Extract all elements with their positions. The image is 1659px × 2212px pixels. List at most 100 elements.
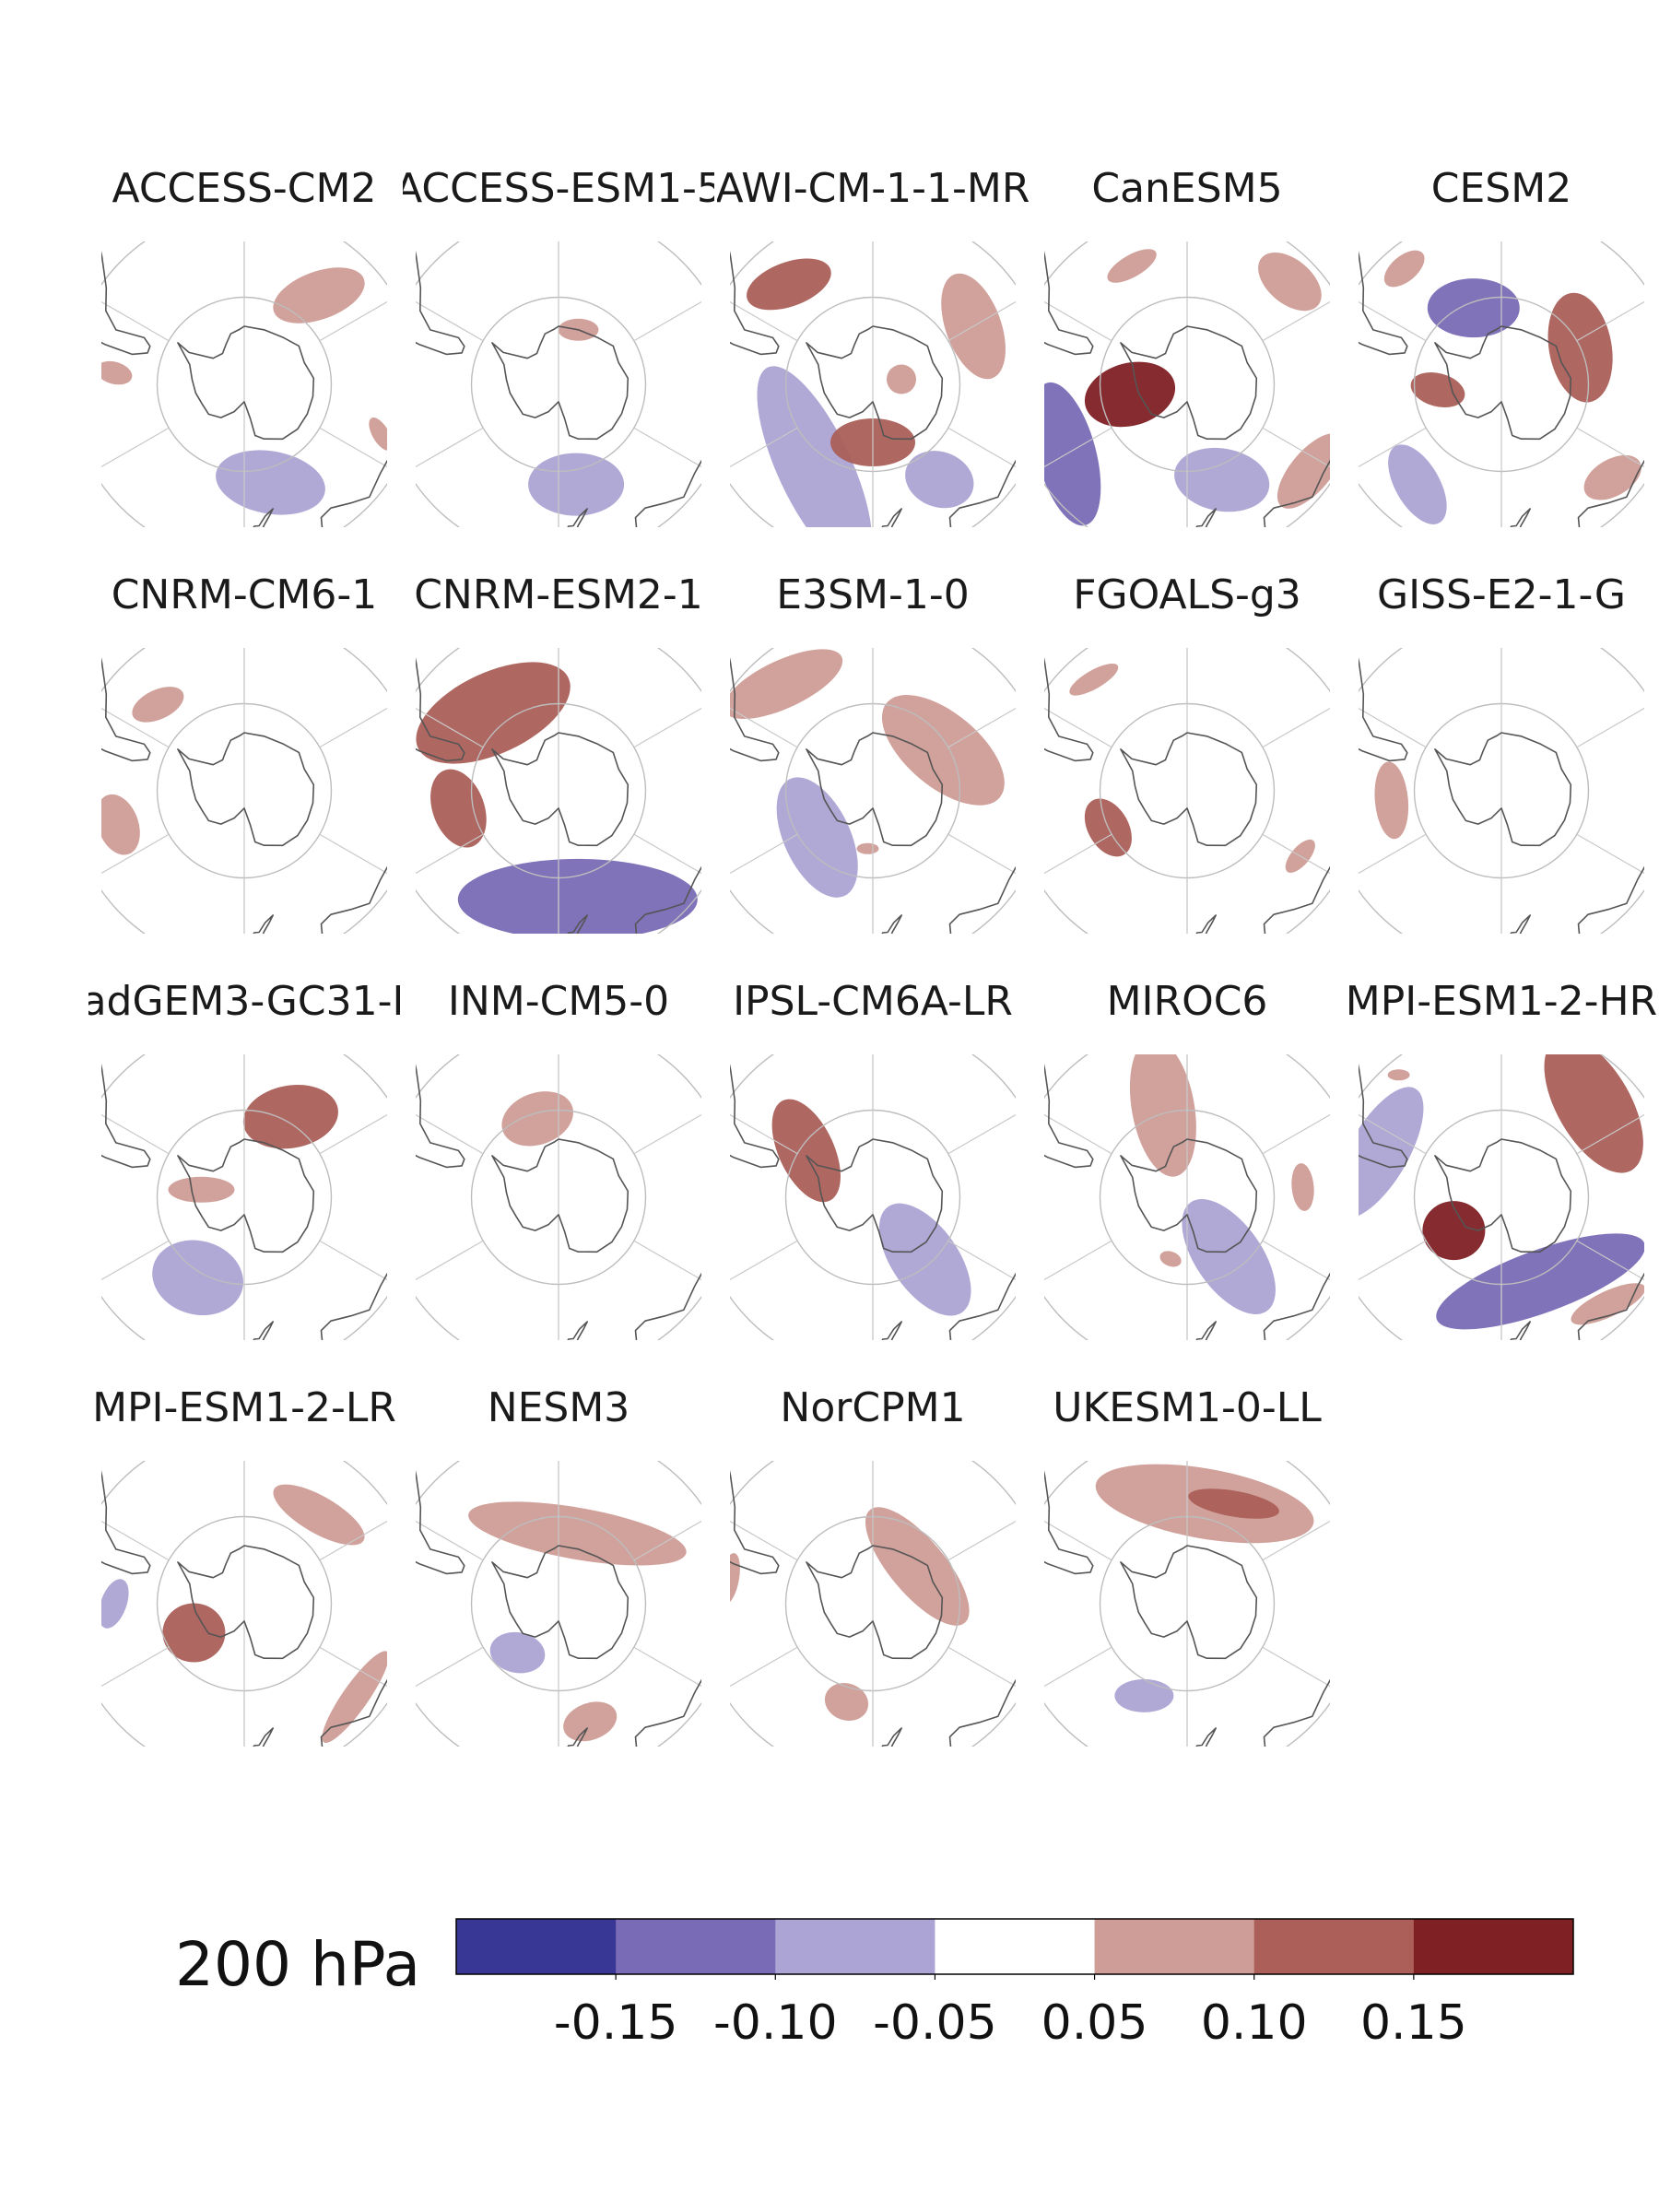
anomaly-contour — [1107, 249, 1157, 283]
anomaly-contour — [468, 1501, 687, 1566]
coastline — [948, 865, 1016, 934]
colorbar-segment — [935, 1919, 1096, 1974]
coastline — [101, 1064, 151, 1169]
map-panel: E3SM-1-0 — [730, 571, 1016, 934]
anomaly-contour — [132, 687, 184, 723]
panel-title: INM-CM5-0 — [448, 978, 669, 1025]
colorbar-tick-label: 0.15 — [1360, 1995, 1467, 2051]
panel-title: NorCPM1 — [780, 1384, 965, 1431]
map-body — [730, 1461, 1016, 1747]
panel-title: ACCESS-CM2 — [112, 165, 377, 212]
meridian-line — [319, 707, 387, 748]
meridian-line — [319, 1646, 387, 1688]
map-body — [101, 648, 387, 934]
anomaly-contour — [730, 1553, 740, 1605]
anomaly-contour — [457, 858, 698, 934]
coastline — [101, 251, 151, 356]
anomaly-contour — [1594, 807, 1606, 827]
anomaly-contour — [905, 451, 974, 509]
colorbar-tick-label: 0.05 — [1041, 1995, 1148, 2051]
coastline — [1434, 732, 1572, 847]
colorbar-tick-label: 0.10 — [1201, 1995, 1308, 2051]
anomaly-contour — [1359, 1087, 1424, 1218]
meridian-line — [101, 1240, 170, 1281]
meridian-line — [1044, 707, 1112, 748]
panel-title: MIROC6 — [1107, 978, 1268, 1025]
map-body — [1359, 1054, 1644, 1340]
coastline — [1263, 1272, 1330, 1340]
map-panel: CNRM-CM6-1 — [101, 571, 387, 934]
meridian-line — [633, 1646, 701, 1688]
coastline — [806, 325, 944, 441]
panel-title: IPSL-CM6A-LR — [733, 978, 1013, 1025]
anomaly-contour — [1188, 1488, 1279, 1519]
anomaly-contour — [170, 1077, 189, 1091]
coastline — [948, 1272, 1016, 1340]
map-body — [1044, 1461, 1330, 1747]
anomaly-contour — [1356, 781, 1366, 800]
coastline — [806, 1138, 944, 1253]
anomaly-contour — [1030, 1245, 1044, 1268]
meridian-line — [1576, 833, 1644, 875]
meridian-line — [416, 1113, 484, 1155]
meridian-line — [947, 1113, 1016, 1155]
anomaly-contour — [101, 794, 140, 855]
anomaly-contour — [757, 366, 873, 527]
coastline — [177, 732, 315, 847]
coastline — [491, 1138, 629, 1253]
meridian-line — [416, 1646, 484, 1688]
map-panel: MPI-ESM1-2-HR — [1346, 978, 1657, 1340]
map-body — [730, 1054, 1044, 1340]
colorbar-tick-label: -0.05 — [873, 1995, 997, 2051]
coastline — [1359, 251, 1408, 356]
coastline — [416, 1064, 465, 1169]
meridian-line — [947, 1520, 1016, 1561]
anomaly-contour — [1374, 761, 1409, 840]
coastline — [1510, 914, 1531, 934]
meridian-line — [1576, 427, 1644, 468]
meridian-line — [947, 300, 1016, 342]
anomaly-contour — [887, 364, 916, 394]
meridian-line — [101, 1113, 170, 1155]
colorbar-segment — [1253, 1919, 1415, 1974]
coastline — [416, 657, 465, 762]
coastline — [1263, 459, 1330, 527]
anomaly-contour — [1387, 1069, 1410, 1081]
anomaly-contour — [1422, 1201, 1486, 1261]
panel-title: FGOALS-g3 — [1073, 571, 1301, 618]
map-body — [416, 1461, 701, 1747]
meridian-line — [319, 300, 387, 342]
latitude-circle — [1359, 241, 1644, 527]
meridian-line — [416, 833, 484, 875]
coastline — [491, 1545, 629, 1660]
anomaly-contour — [1084, 1661, 1306, 1732]
coastline — [101, 657, 151, 762]
map-panel: GISS-E2-1-G — [1359, 571, 1644, 934]
meridian-line — [730, 1520, 798, 1561]
meridian-line — [947, 833, 1016, 875]
colorbar-tick-label: -0.10 — [713, 1995, 838, 2051]
map-panel: IPSL-CM6A-LR — [730, 978, 1044, 1340]
meridian-line — [416, 427, 484, 468]
map-body — [1044, 1054, 1330, 1340]
meridian-line — [633, 300, 701, 342]
meridian-line — [947, 427, 1016, 468]
coastline — [1120, 325, 1258, 441]
meridian-line — [416, 1240, 484, 1281]
anomaly-contour — [276, 1170, 316, 1234]
meridian-line — [416, 1520, 484, 1561]
anomaly-contour — [1388, 444, 1447, 524]
colorbar: -0.15 -0.10 -0.05 0.05 0.10 0.15 — [455, 1918, 1574, 2051]
anomaly-contour — [1436, 1233, 1644, 1330]
anomaly-contour — [1206, 822, 1271, 863]
coastline — [1120, 1138, 1258, 1253]
anomaly-contour — [168, 1176, 235, 1203]
coastline — [1434, 325, 1572, 441]
coastline — [253, 1727, 274, 1747]
coastline — [1120, 1545, 1258, 1660]
anomaly-contour — [902, 859, 993, 900]
anomaly-contour — [1571, 1283, 1644, 1325]
meridian-line — [416, 300, 484, 342]
anomaly-contour — [708, 347, 728, 394]
coastline — [320, 1272, 387, 1340]
